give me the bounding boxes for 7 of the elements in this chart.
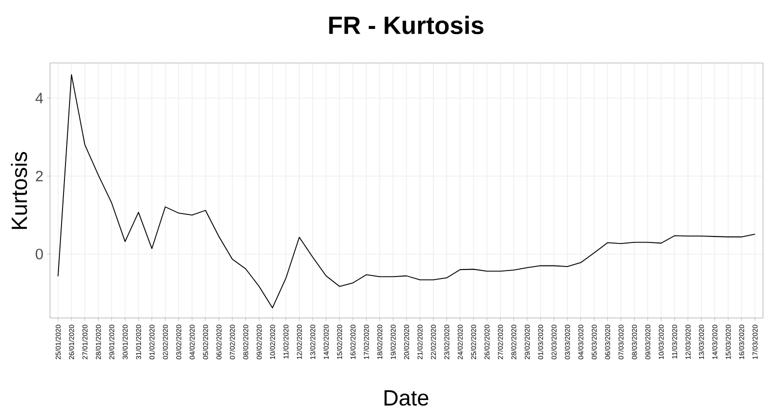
line-series bbox=[58, 74, 756, 308]
y-tick-label: 2 bbox=[36, 170, 43, 182]
x-axis-title: Date bbox=[384, 390, 428, 406]
y-axis-title: Kurtosis bbox=[10, 152, 28, 229]
y-tick-label: 4 bbox=[35, 92, 44, 104]
y-tick-label: 0 bbox=[36, 248, 43, 260]
chart-title: FR - Kurtosis bbox=[329, 16, 484, 34]
